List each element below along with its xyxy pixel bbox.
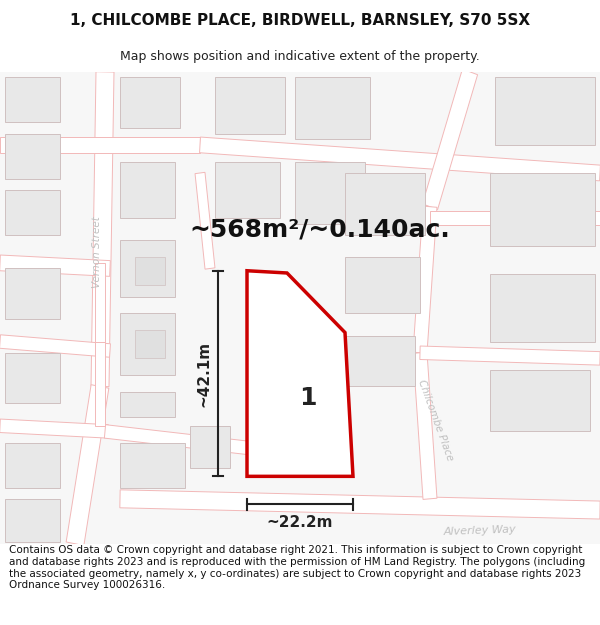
Bar — [5, 499, 60, 541]
Polygon shape — [135, 330, 165, 358]
Bar — [190, 426, 230, 469]
Bar — [5, 134, 60, 179]
Bar — [5, 78, 60, 122]
Text: Chilcombe Place: Chilcombe Place — [416, 378, 454, 462]
Polygon shape — [0, 255, 110, 276]
Polygon shape — [120, 490, 600, 519]
Text: Vernon Street: Vernon Street — [92, 216, 102, 288]
Polygon shape — [420, 346, 600, 365]
Polygon shape — [91, 72, 114, 387]
Text: Contains OS data © Crown copyright and database right 2021. This information is : Contains OS data © Crown copyright and d… — [9, 545, 585, 590]
Bar — [295, 162, 365, 224]
Polygon shape — [0, 419, 108, 438]
Bar — [495, 78, 595, 145]
Polygon shape — [200, 137, 600, 181]
Bar — [120, 442, 185, 488]
Bar — [5, 352, 60, 403]
Bar — [295, 78, 370, 139]
Bar — [345, 258, 420, 313]
Polygon shape — [0, 335, 110, 357]
Text: ~568m²/~0.140ac.: ~568m²/~0.140ac. — [190, 217, 451, 241]
Bar — [345, 173, 425, 235]
Text: ~42.1m: ~42.1m — [197, 341, 212, 407]
Polygon shape — [195, 173, 215, 269]
Text: ~22.2m: ~22.2m — [267, 515, 333, 530]
Polygon shape — [135, 258, 165, 286]
Bar — [5, 269, 60, 319]
Polygon shape — [95, 263, 105, 341]
Bar — [490, 173, 595, 246]
Bar — [215, 78, 285, 134]
Text: 1, CHILCOMBE PLACE, BIRDWELL, BARNSLEY, S70 5SX: 1, CHILCOMBE PLACE, BIRDWELL, BARNSLEY, … — [70, 12, 530, 28]
Bar — [490, 369, 590, 431]
Bar — [120, 162, 175, 218]
Bar — [345, 336, 415, 386]
Text: Alverley Way: Alverley Way — [443, 524, 517, 536]
Bar — [120, 78, 180, 128]
Bar — [120, 392, 175, 417]
Polygon shape — [255, 403, 305, 437]
Bar — [5, 190, 60, 235]
Polygon shape — [0, 137, 200, 152]
Polygon shape — [95, 341, 105, 426]
Bar — [120, 241, 175, 297]
Polygon shape — [430, 211, 600, 224]
Polygon shape — [66, 384, 109, 546]
Text: Map shows position and indicative extent of the property.: Map shows position and indicative extent… — [120, 49, 480, 62]
Text: 1: 1 — [299, 386, 317, 410]
Polygon shape — [413, 352, 437, 499]
Polygon shape — [422, 69, 478, 209]
Bar — [490, 274, 595, 341]
Polygon shape — [104, 425, 301, 461]
Polygon shape — [247, 271, 353, 476]
Polygon shape — [413, 206, 437, 353]
Bar — [215, 162, 280, 218]
Bar — [120, 313, 175, 375]
Bar — [5, 442, 60, 488]
